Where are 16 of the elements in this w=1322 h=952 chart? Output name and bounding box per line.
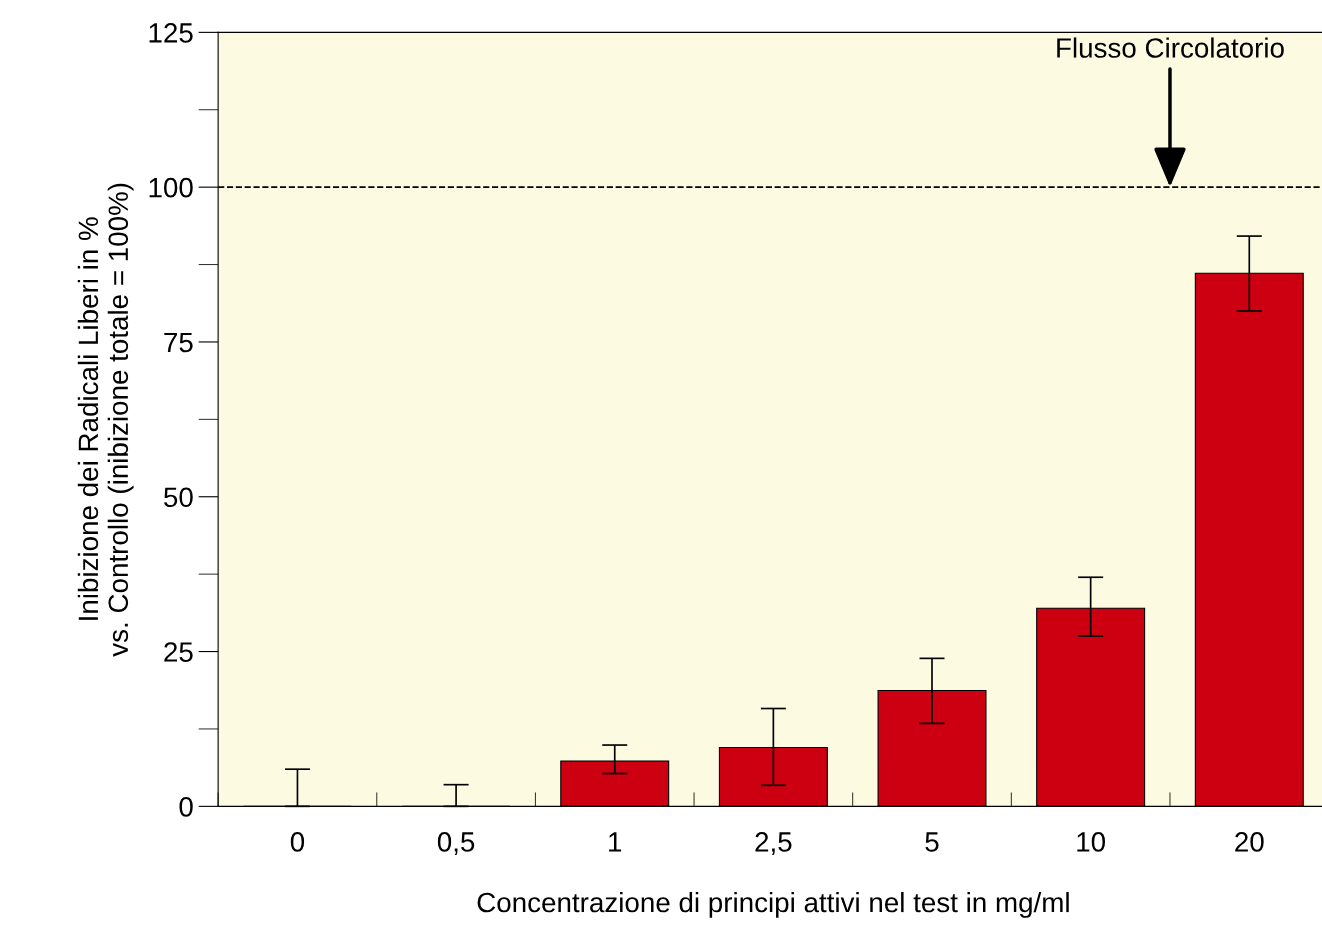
y-tick-label: 0 [179,797,193,817]
y-axis-title: Inibizione dei Radicali Liberi in % vs. Controllo (inibizione totale = 100%) [77,183,134,657]
x-tick-label: 0 [290,832,305,852]
x-tick-label: 0,5 [437,832,475,856]
y-tick-label: 75 [164,332,193,353]
x-axis-title: Concentrazione di principi attivi nel test in mg/ml [477,891,1069,918]
x-tick-label: 20 [1235,832,1264,852]
x-tick-label: 1 [609,832,622,852]
x-tick-label: 2,5 [755,832,792,856]
y-tick-label: 100 [149,177,193,198]
x-tick-label: 5 [925,832,939,852]
annotation: Flusso Circolatorio [1057,37,1284,58]
x-tick-label: 10 [1077,832,1106,852]
y-tick-label: 50 [164,487,193,508]
y-tick-label: 25 [164,642,193,662]
y-tick-label: 125 [149,23,193,43]
